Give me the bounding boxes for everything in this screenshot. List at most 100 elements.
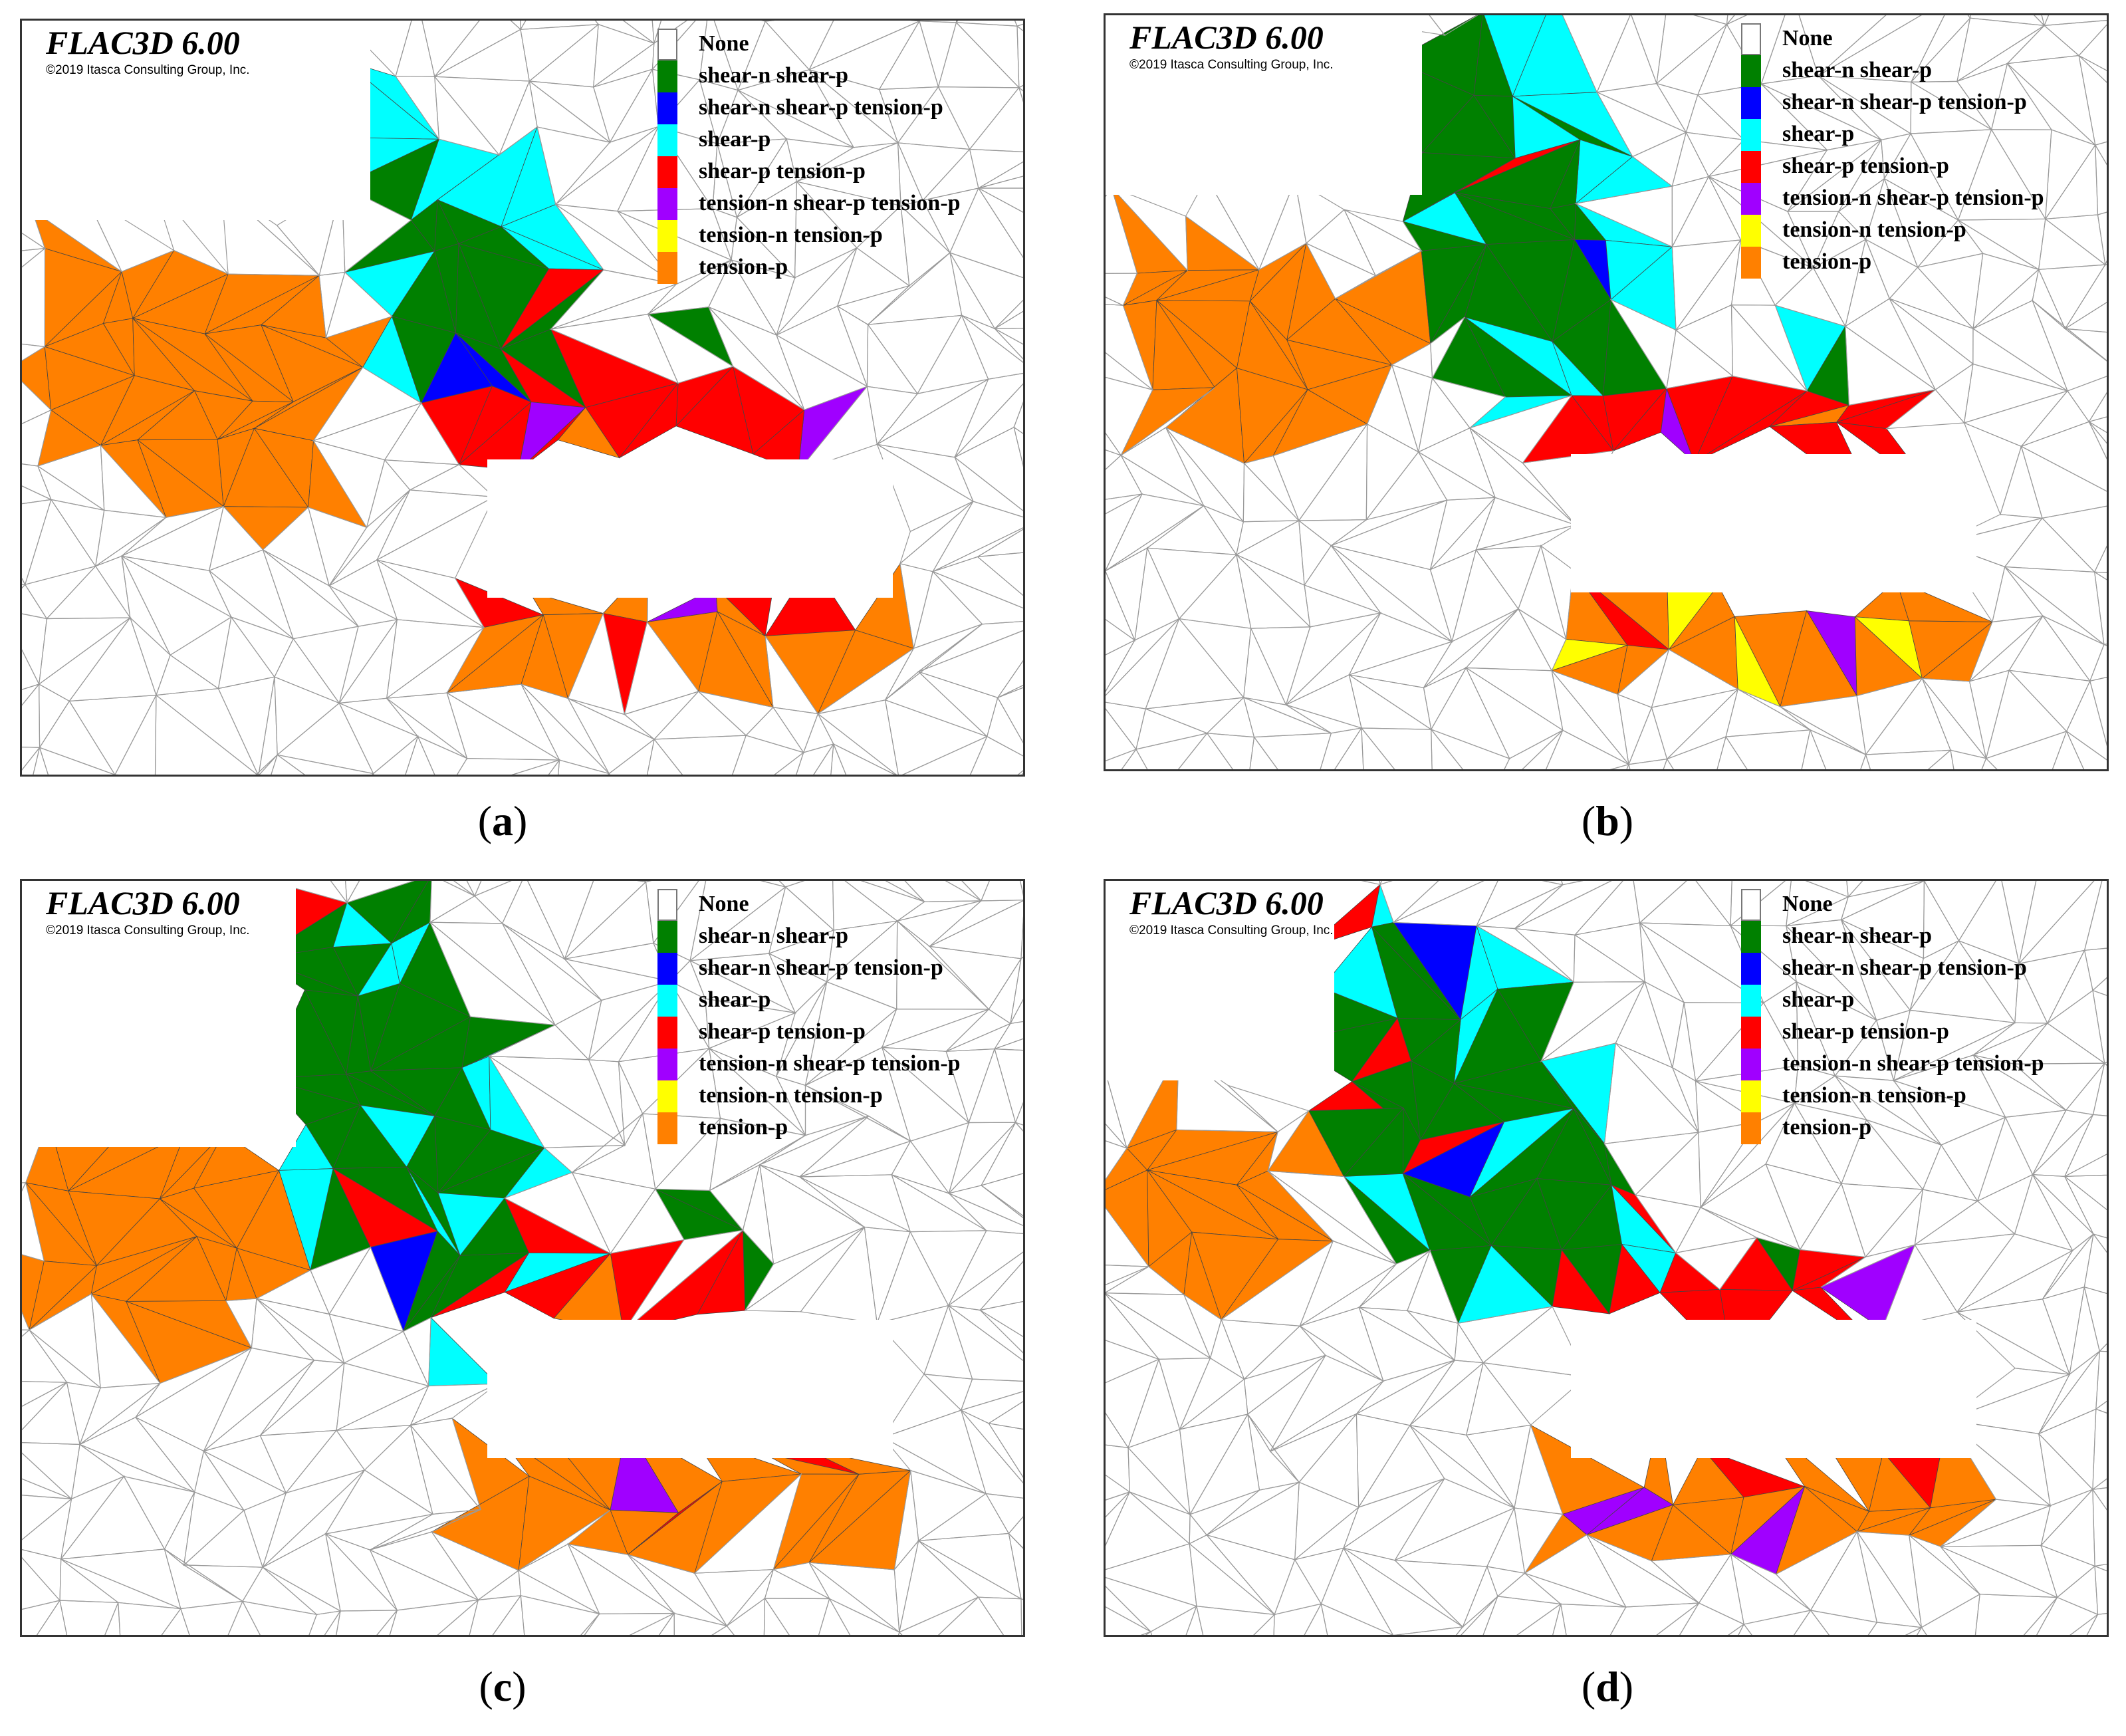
mesh-zone (931, 556, 1023, 609)
mesh-zone (1917, 1626, 1927, 1635)
mesh-zone (1524, 1534, 1627, 1608)
mesh-zone (22, 683, 41, 706)
mesh-zone (386, 692, 468, 760)
mesh-zone (1247, 1414, 1300, 1491)
legend-swatch (1741, 23, 1761, 55)
mesh-zone (1355, 1360, 1455, 1426)
mesh-zone (402, 1316, 431, 1386)
mesh-zone (968, 1047, 1016, 1124)
mesh-zone (978, 176, 1023, 189)
plastic-zone (619, 382, 679, 459)
mesh-zone (335, 1424, 412, 1471)
mesh-zone (1794, 1609, 1830, 1635)
mesh-zone (1889, 267, 1974, 329)
legend-swatch (657, 1112, 677, 1144)
mesh-zone (980, 1122, 1023, 1186)
mesh-zone (1429, 549, 1477, 644)
mesh-zone (1018, 84, 1023, 92)
mesh-zone (2093, 545, 2107, 573)
mesh-zone (1393, 1626, 1464, 1635)
mesh-zone (1106, 273, 1138, 307)
mesh-zone (1409, 1425, 1515, 1509)
roadway-opening (487, 459, 893, 598)
mesh-zone (287, 881, 348, 904)
mesh-zone (114, 774, 116, 775)
mesh-zone (1140, 1631, 1151, 1635)
mesh-zone (428, 895, 504, 924)
mesh-zone (2073, 881, 2109, 894)
mesh-zone (22, 649, 40, 690)
legend-swatch (1741, 151, 1761, 183)
zone-plot-a (22, 21, 1023, 775)
plastic-zone (697, 1229, 746, 1315)
legend-label: shear-p (699, 987, 771, 1012)
mesh-zone (1020, 881, 1023, 896)
mesh-zone (22, 1329, 68, 1383)
mesh-zone (22, 1452, 72, 1499)
mesh-zone (164, 1548, 244, 1610)
mesh-zone (36, 1599, 68, 1635)
mesh-zone (1106, 1474, 1131, 1501)
mesh-zone (2032, 300, 2107, 362)
mesh-zone (202, 1435, 287, 1494)
mesh-zone (1801, 728, 1827, 769)
mesh-zone (328, 1313, 405, 1364)
mesh-zone (1393, 1559, 1488, 1628)
legend-swatch (657, 985, 677, 1017)
legend-swatch (657, 1080, 677, 1112)
mesh-zone (1106, 1140, 1127, 1181)
legend-label: shear-n shear-p (1782, 924, 1933, 948)
legend-label: shear-p (1782, 987, 1855, 1012)
mesh-zone (395, 21, 435, 77)
mesh-zone (1889, 298, 1974, 390)
legend-swatch (1741, 215, 1761, 247)
mesh-zone (2014, 1174, 2073, 1251)
mesh-zone (1716, 735, 1748, 769)
roadway-opening (1571, 454, 1976, 592)
mesh-zone (1967, 15, 1971, 19)
mesh-zone (164, 1491, 195, 1566)
mesh-zone (1914, 1189, 1979, 1246)
mesh-zone (1958, 881, 2020, 965)
mesh-zone (104, 1602, 121, 1635)
mesh-zone (230, 616, 295, 678)
mesh-zone (60, 1475, 166, 1560)
mesh-zone (994, 299, 1023, 329)
mesh-zone (1106, 1266, 1149, 1293)
mesh-zone (784, 881, 834, 931)
legend-label: tension-n shear-p tension-p (1782, 186, 2044, 210)
legend-swatch (657, 156, 677, 188)
legend-label: shear-n shear-p (699, 924, 849, 948)
mesh-zone (1482, 1362, 1588, 1426)
mesh-zone (1243, 455, 1300, 521)
mesh-zone (1356, 1413, 1411, 1509)
mesh-zone (980, 1173, 1023, 1217)
mesh-zone (274, 676, 340, 756)
model-panel-a: FLAC3D 6.00 ©2019 Itasca Consulting Grou… (20, 19, 1025, 777)
mesh-zone (2031, 299, 2107, 392)
mesh-zone (1958, 219, 2039, 270)
mesh-zone (796, 385, 878, 473)
mesh-zone (608, 773, 610, 775)
mesh-zone (372, 735, 419, 775)
mesh-zone (1774, 267, 1847, 327)
mesh-zone (518, 1569, 600, 1614)
mesh-zone (1644, 981, 1685, 1068)
mesh-zone (1465, 1362, 1532, 1436)
mesh-zone (1221, 1319, 1301, 1380)
mesh-zone (1348, 612, 1453, 676)
caption-letter: c (493, 1663, 513, 1710)
mesh-zone (1177, 732, 1233, 769)
mesh-zone (818, 1597, 851, 1635)
mesh-zone (258, 677, 278, 775)
mesh-zone (917, 1493, 1010, 1542)
mesh-zone (977, 552, 1023, 596)
mesh-zone (1267, 1110, 1310, 1172)
mesh-zone (1209, 1318, 1245, 1380)
excavation-void (1106, 15, 1422, 195)
mesh-zone (1650, 1553, 1732, 1604)
mesh-zone (2104, 1062, 2107, 1066)
legend-swatch (657, 889, 677, 921)
legend-swatch (657, 124, 677, 156)
mesh-zone (978, 161, 1023, 189)
